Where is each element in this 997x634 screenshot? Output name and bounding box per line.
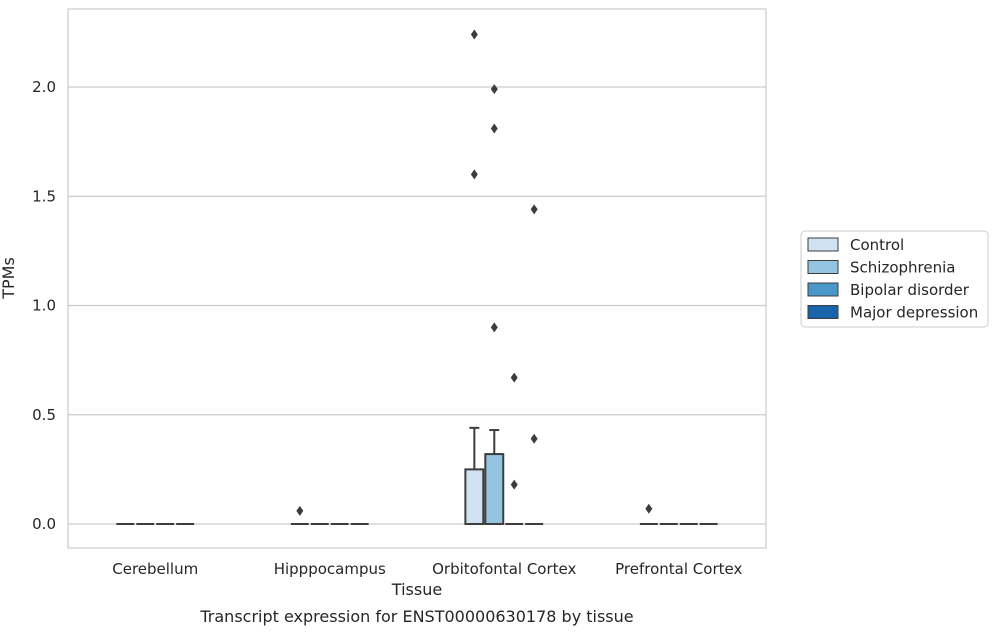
x-tick-label: Hipppocampus [274,560,386,578]
legend-label: Bipolar disorder [850,281,970,299]
y-axis-label: TPMs [0,257,18,300]
legend-label: Major depression [850,304,978,322]
outlier-point [490,322,498,333]
outlier-point [490,84,498,95]
outlier-point [530,433,538,444]
x-tick-label: Cerebellum [112,560,198,578]
plot-frame [67,8,767,549]
legend-label: Control [850,236,904,254]
outlier-point [645,503,653,514]
outlier-point [470,29,478,40]
legend: Control Schizophrenia Bipolar disorder Majo… [800,230,989,328]
x-axis-ticks: Cerebellum Hipppocampus Orbitofontal Corte… [112,560,742,578]
legend-swatch [807,305,839,319]
legend-frame [800,230,989,328]
legend-swatch [807,260,839,274]
outlier-point [510,372,518,383]
x-tick-label: Orbitofontal Cortex [432,560,576,578]
outlier-point [470,169,478,180]
y-tick-label: 0.5 [32,406,56,424]
y-tick-label: 2.0 [32,78,56,96]
y-tick-label: 1.5 [32,187,56,205]
outlier-points [296,29,653,516]
gridlines [68,86,766,525]
box-series [116,426,718,525]
legend-swatch [807,237,839,252]
legend-swatch [807,282,839,297]
box [484,453,505,525]
box [464,468,485,525]
x-tick-label: Prefrontal Cortex [615,560,742,578]
x-axis-label: Tissue [391,580,442,599]
y-tick-label: 1.0 [32,297,56,315]
outlier-point [296,505,304,516]
outlier-point [490,123,498,134]
legend-label: Schizophrenia [850,259,955,277]
y-axis-ticks: 0.0 0.5 1.0 1.5 2.0 [32,78,56,533]
outlier-point [510,479,518,490]
y-tick-label: 0.0 [32,515,56,533]
chart-title: Transcript expression for ENST0000063017… [199,607,633,626]
outlier-point [530,204,538,215]
